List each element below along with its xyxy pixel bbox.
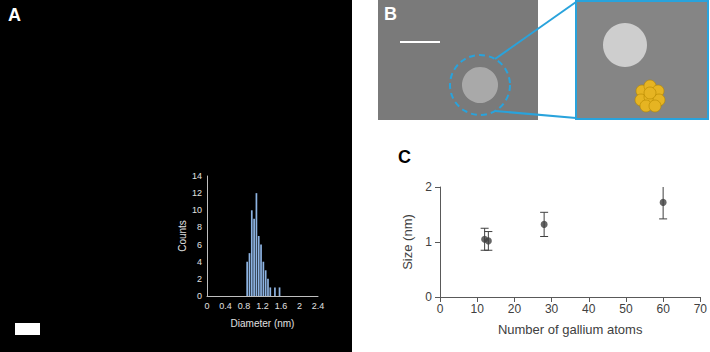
svg-text:0: 0 — [197, 291, 202, 301]
svg-text:0.8: 0.8 — [238, 301, 251, 311]
svg-text:2.4: 2.4 — [312, 301, 325, 311]
svg-text:0: 0 — [204, 301, 209, 311]
svg-text:20: 20 — [508, 302, 522, 316]
svg-text:6: 6 — [197, 240, 202, 250]
svg-text:1.2: 1.2 — [256, 301, 269, 311]
svg-text:Diameter (nm): Diameter (nm) — [231, 318, 295, 329]
svg-text:12: 12 — [192, 188, 202, 198]
svg-text:70: 70 — [694, 302, 708, 316]
svg-text:40: 40 — [582, 302, 596, 316]
svg-text:0.4: 0.4 — [219, 301, 232, 311]
svg-text:1: 1 — [425, 235, 432, 249]
svg-text:1.6: 1.6 — [275, 301, 288, 311]
svg-text:2: 2 — [197, 274, 202, 284]
svg-text:50: 50 — [619, 302, 633, 316]
svg-text:Counts: Counts — [177, 220, 188, 252]
svg-text:0: 0 — [437, 302, 444, 316]
svg-text:B: B — [384, 4, 397, 24]
svg-text:8: 8 — [197, 222, 202, 232]
svg-text:4: 4 — [197, 257, 202, 267]
svg-text:A: A — [8, 5, 21, 25]
svg-text:30: 30 — [545, 302, 559, 316]
svg-text:14: 14 — [192, 171, 202, 181]
svg-text:C: C — [398, 147, 411, 167]
svg-text:2: 2 — [425, 180, 432, 194]
svg-text:Size (nm): Size (nm) — [400, 214, 415, 270]
svg-text:Number of gallium atoms: Number of gallium atoms — [498, 322, 643, 337]
svg-text:10: 10 — [192, 205, 202, 215]
svg-text:10: 10 — [471, 302, 485, 316]
svg-text:0: 0 — [425, 290, 432, 304]
svg-text:2: 2 — [297, 301, 302, 311]
svg-text:60: 60 — [656, 302, 670, 316]
